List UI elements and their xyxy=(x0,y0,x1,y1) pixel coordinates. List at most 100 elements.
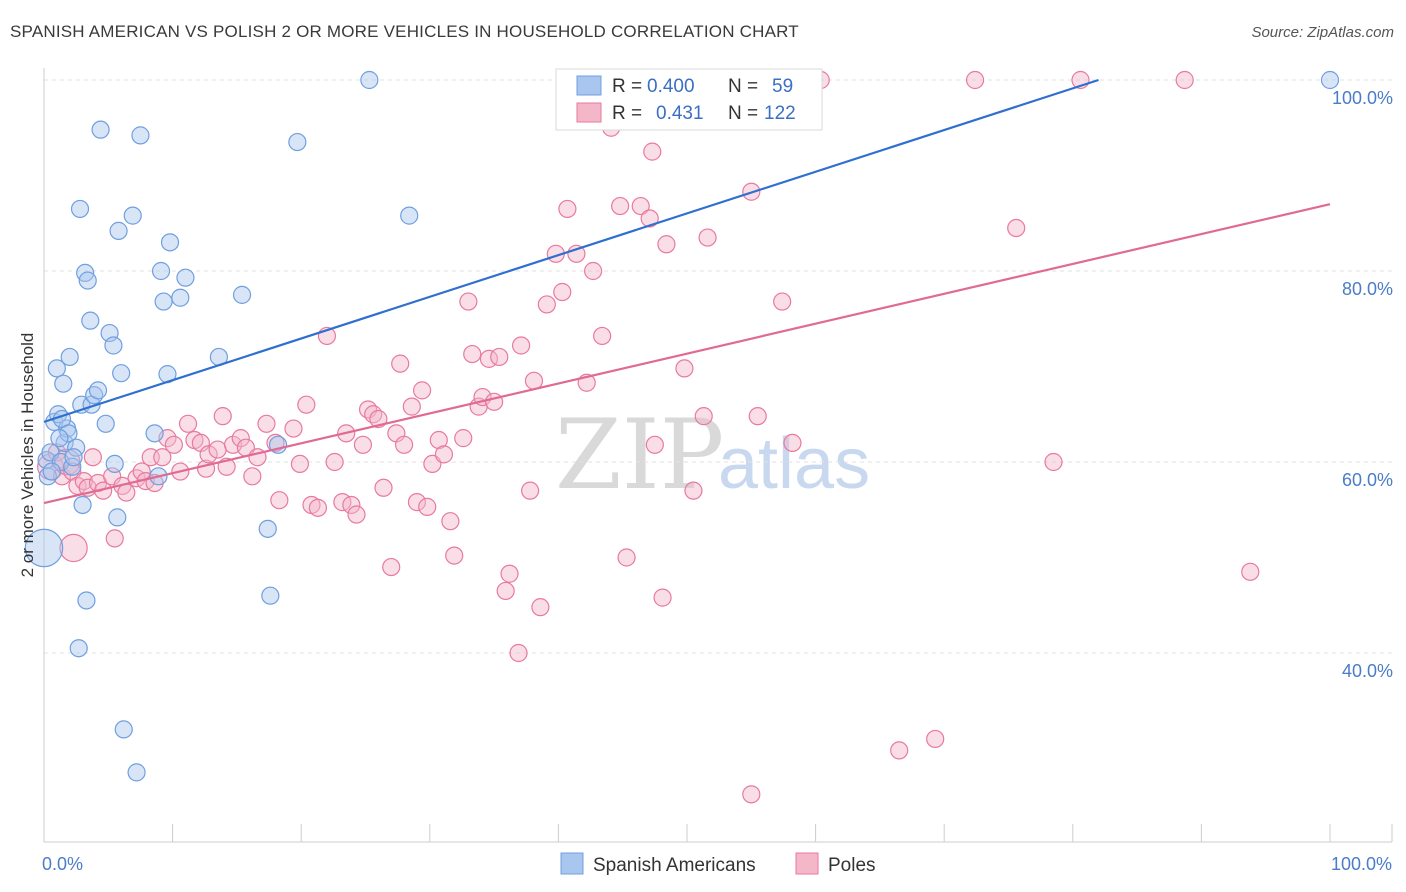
data-point xyxy=(83,448,102,467)
data-point xyxy=(684,481,703,500)
data-point xyxy=(490,347,509,367)
data-point xyxy=(694,407,713,426)
data-point xyxy=(59,533,88,563)
data-point xyxy=(109,221,128,240)
data-point xyxy=(153,448,172,467)
grid-lines xyxy=(44,79,1392,654)
data-point xyxy=(640,209,659,228)
data-point xyxy=(631,196,650,216)
bottom-legend-label-poles: Poles xyxy=(828,855,876,876)
data-point xyxy=(243,467,262,486)
y-tick-label-60: 60.0% xyxy=(1342,470,1393,490)
y-axis-label: 2 or more Vehicles in Household xyxy=(18,333,37,578)
data-point xyxy=(459,292,478,311)
series-layer xyxy=(24,70,1340,804)
legend-r-label-poles: R = xyxy=(612,103,642,124)
legend-n-value-spanish: 59 xyxy=(772,76,793,97)
y-tick-label-40: 40.0% xyxy=(1342,661,1393,681)
data-point xyxy=(258,519,277,538)
legend-n-label-poles: N = xyxy=(728,103,758,124)
trend-layer xyxy=(43,78,1331,505)
bottom-legend-label-spanish: Spanish Americans xyxy=(593,855,756,876)
data-point xyxy=(114,720,133,739)
data-point xyxy=(611,196,630,216)
series-spanish-americans xyxy=(24,70,1340,782)
data-point xyxy=(104,336,123,355)
data-point xyxy=(70,199,90,219)
data-point xyxy=(441,512,460,531)
data-point xyxy=(77,591,96,610)
data-point xyxy=(1044,452,1063,472)
data-point xyxy=(117,483,136,502)
y-tick-labels: 100.0% 80.0% 60.0% 40.0% xyxy=(1332,88,1393,681)
data-point xyxy=(290,454,310,474)
y-tick-label-100: 100.0% xyxy=(1332,88,1393,108)
data-point xyxy=(645,435,664,454)
data-point xyxy=(284,419,303,438)
data-point xyxy=(176,268,195,287)
trend-line-spanish-americans xyxy=(43,78,1099,423)
data-point xyxy=(108,508,127,527)
data-point xyxy=(69,639,88,658)
data-point xyxy=(531,598,550,617)
data-point xyxy=(643,142,662,161)
data-point xyxy=(360,70,379,90)
data-point xyxy=(553,282,572,302)
data-point xyxy=(288,132,307,152)
series-poles xyxy=(37,70,1260,804)
data-point xyxy=(773,292,792,311)
legend-n-label-spanish: N = xyxy=(728,76,758,97)
data-point xyxy=(123,206,142,225)
data-point xyxy=(105,454,124,474)
data-point xyxy=(164,435,183,454)
data-point xyxy=(783,433,802,452)
data-point xyxy=(412,381,432,400)
data-point xyxy=(965,70,985,90)
data-point xyxy=(382,557,401,577)
data-point xyxy=(748,407,767,426)
data-point xyxy=(88,381,108,400)
data-point xyxy=(131,126,150,145)
data-point xyxy=(42,462,61,481)
data-point xyxy=(50,429,69,448)
data-point xyxy=(402,397,421,416)
data-point xyxy=(325,452,344,472)
data-point xyxy=(257,414,276,433)
data-point xyxy=(308,498,328,517)
series-legend: Spanish Americans Poles xyxy=(560,852,876,876)
data-point xyxy=(105,529,124,548)
data-point xyxy=(584,261,603,281)
data-point xyxy=(24,528,64,568)
data-point xyxy=(653,588,672,607)
data-point xyxy=(434,445,454,464)
data-point xyxy=(353,435,373,454)
data-point xyxy=(47,443,66,462)
bottom-legend-swatch-spanish xyxy=(560,852,584,875)
source-credit: Source: ZipAtlas.com xyxy=(1251,24,1394,41)
data-point xyxy=(347,505,366,524)
y-tick-label-80: 80.0% xyxy=(1342,279,1393,299)
data-point xyxy=(698,228,717,247)
data-point xyxy=(160,233,180,252)
data-point xyxy=(463,344,482,364)
bottom-legend-swatch-poles xyxy=(795,852,819,875)
data-point xyxy=(63,457,82,476)
data-point xyxy=(374,478,393,497)
data-point xyxy=(342,495,361,515)
data-point xyxy=(91,120,110,139)
x-ticks xyxy=(43,824,1393,842)
data-point xyxy=(926,729,945,749)
data-point xyxy=(675,359,694,378)
data-point xyxy=(500,564,519,583)
legend-r-label-spanish: R = xyxy=(612,76,642,97)
data-point xyxy=(1007,218,1026,238)
data-point xyxy=(127,763,146,782)
data-point xyxy=(270,491,289,510)
data-point xyxy=(96,414,115,433)
legend-n-value-poles: 122 xyxy=(764,103,796,124)
data-point xyxy=(593,326,612,346)
axes xyxy=(43,68,1392,843)
legend-r-value-spanish: 0.400 xyxy=(647,76,695,97)
data-point xyxy=(657,235,676,254)
